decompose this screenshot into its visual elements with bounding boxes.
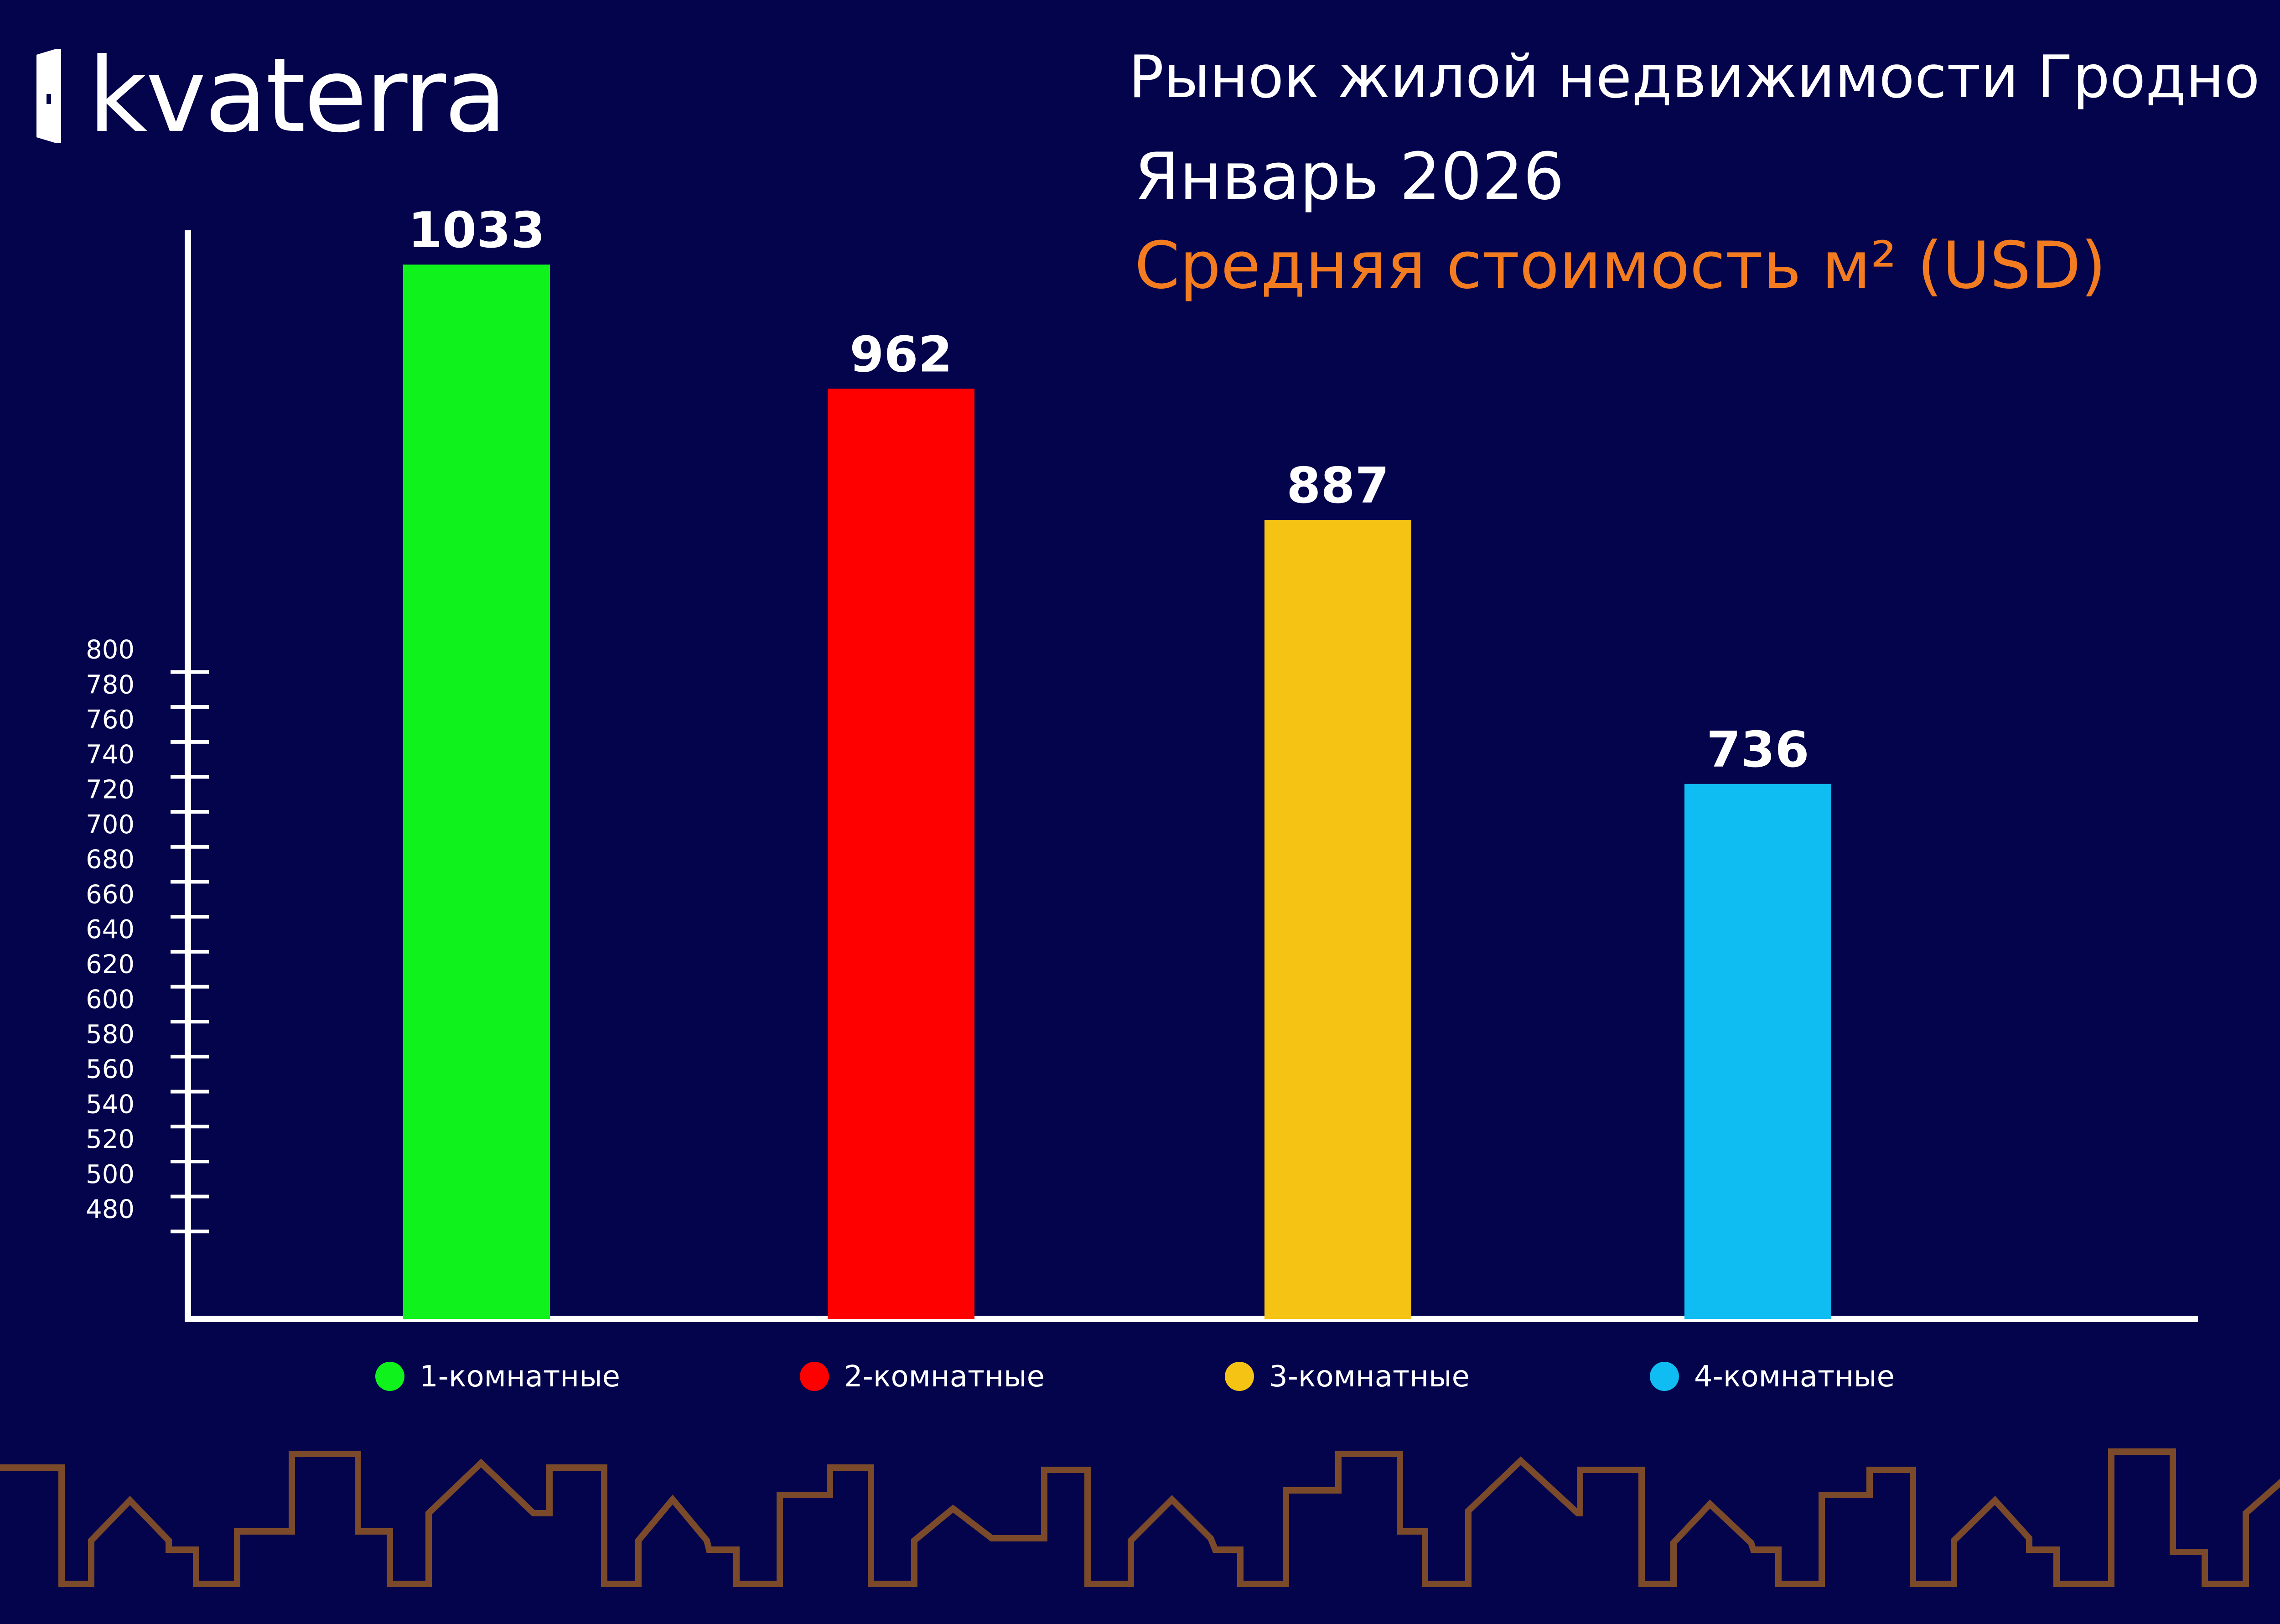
period-label: Январь 2026 xyxy=(1135,139,1565,214)
bar xyxy=(828,389,974,1319)
legend-swatch xyxy=(375,1362,404,1391)
bar xyxy=(1684,783,1831,1319)
y-tick-label: 740 xyxy=(86,740,135,770)
legend-swatch xyxy=(800,1362,829,1391)
legend: 1-комнатные 2-комнатные 3-комнатные 4-комна… xyxy=(375,1360,1895,1394)
legend-swatch xyxy=(1225,1362,1254,1391)
bar-value-label: 962 xyxy=(850,326,952,383)
page-title: Рынок жилой недвижимости Гродно xyxy=(1129,43,2260,111)
legend-swatch xyxy=(1650,1362,1679,1391)
y-tick-label: 540 xyxy=(86,1090,135,1119)
y-tick-label: 780 xyxy=(86,670,135,700)
y-tick-label: 720 xyxy=(86,775,135,804)
y-tick-label: 800 xyxy=(86,635,135,665)
y-tick-label: 600 xyxy=(86,985,135,1014)
y-tick-label: 500 xyxy=(86,1160,135,1189)
y-tick-label: 520 xyxy=(86,1125,135,1154)
y-tick-label: 560 xyxy=(86,1055,135,1084)
bars: 1033 962 887 736 xyxy=(403,202,1831,1319)
y-axis-ticks: 480 500 520 540 560 580 600 620 640 660 680 700 720 7… xyxy=(86,635,209,1234)
legend-label: 4-комнатные xyxy=(1694,1360,1895,1394)
legend-label: 3-комнатные xyxy=(1269,1360,1470,1394)
legend-label: 2-комнатные xyxy=(844,1360,1045,1394)
y-tick-label: 760 xyxy=(86,705,135,735)
y-tick-label: 480 xyxy=(86,1194,135,1224)
metric-label: Средняя стоимость м² (USD) xyxy=(1135,228,2106,303)
bar-value-label: 887 xyxy=(1286,457,1389,514)
legend-item: 3-комнатные xyxy=(1225,1360,1470,1394)
skyline-outline xyxy=(0,1448,2280,1587)
brand-logo: kvaterra xyxy=(36,36,507,156)
y-tick-label: 580 xyxy=(86,1020,135,1049)
bar-value-label: 1033 xyxy=(408,202,545,259)
legend-item: 1-комнатные xyxy=(375,1360,620,1394)
bar-value-label: 736 xyxy=(1706,721,1809,778)
bar xyxy=(1264,519,1411,1319)
y-tick-label: 660 xyxy=(86,880,135,909)
legend-item: 2-комнатные xyxy=(800,1360,1045,1394)
y-tick-label: 700 xyxy=(86,810,135,840)
y-tick-label: 620 xyxy=(86,950,135,980)
legend-label: 1-комнатные xyxy=(420,1360,620,1394)
y-tick-label: 640 xyxy=(86,915,135,944)
brand-name: kvaterra xyxy=(88,36,507,156)
door-icon xyxy=(36,49,61,143)
y-tick-label: 680 xyxy=(86,845,135,875)
legend-item: 4-комнатные xyxy=(1650,1360,1895,1394)
bar xyxy=(403,265,550,1319)
skyline-decoration xyxy=(0,1448,2280,1587)
